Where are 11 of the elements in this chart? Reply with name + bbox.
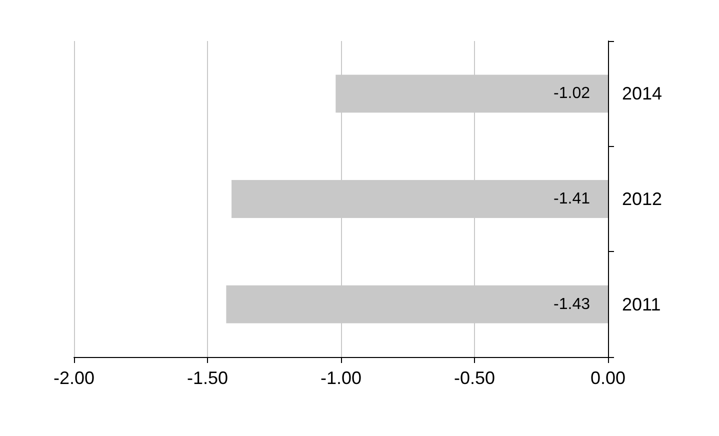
- x-tick-label: 0.00: [590, 368, 626, 388]
- y-tick-label: 2014: [622, 84, 662, 104]
- x-tick-label: -1.00: [320, 368, 362, 388]
- x-tick-label: -1.50: [186, 368, 228, 388]
- y-tick-label: 2012: [622, 189, 662, 209]
- y-tick-label: 2011: [622, 294, 661, 314]
- x-tick-label: -2.00: [53, 368, 95, 388]
- data-label: -1.43: [554, 296, 590, 313]
- data-label: -1.41: [554, 190, 590, 208]
- x-tick-label: -0.50: [454, 368, 496, 388]
- data-label: -1.02: [554, 85, 590, 102]
